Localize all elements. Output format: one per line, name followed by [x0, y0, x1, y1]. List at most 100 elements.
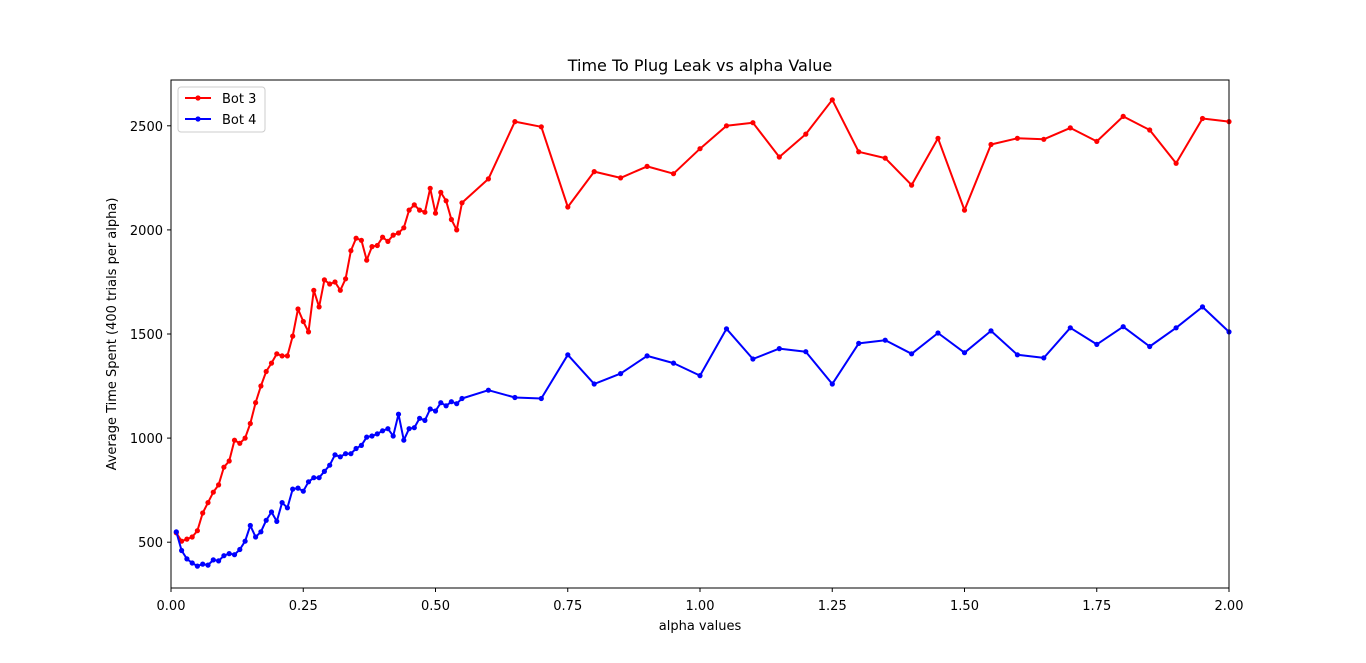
x-tick-label: 2.00: [1215, 599, 1244, 614]
data-point-bot-3: [358, 237, 364, 243]
y-tick-label: 1000: [130, 432, 163, 447]
data-point-bot-4: [263, 517, 269, 523]
data-point-bot-3: [406, 207, 412, 213]
data-point-bot-4: [226, 551, 232, 557]
data-point-bot-3: [258, 383, 264, 389]
data-point-bot-4: [406, 426, 412, 432]
data-point-bot-4: [1173, 325, 1179, 331]
data-point-bot-3: [194, 528, 200, 534]
data-point-bot-3: [242, 435, 248, 441]
data-point-bot-3: [803, 131, 809, 137]
data-point-bot-3: [226, 458, 232, 464]
data-point-bot-4: [512, 394, 518, 401]
data-point-bot-4: [332, 452, 338, 458]
data-point-bot-4: [348, 451, 354, 457]
data-point-bot-4: [565, 352, 571, 358]
data-point-bot-3: [1120, 113, 1126, 119]
data-point-bot-4: [644, 353, 650, 359]
data-point-bot-3: [274, 351, 280, 357]
data-point-bot-4: [411, 425, 417, 431]
legend-marker: [195, 95, 201, 101]
data-point-bot-4: [459, 395, 465, 402]
data-point-bot-4: [427, 406, 433, 412]
data-point-bot-4: [750, 356, 756, 362]
data-point-bot-3: [221, 464, 227, 470]
data-point-bot-4: [184, 556, 190, 562]
data-point-bot-4: [961, 350, 968, 356]
data-point-bot-3: [401, 225, 407, 231]
data-point-bot-4: [258, 529, 264, 535]
data-point-bot-4: [591, 381, 597, 387]
data-point-bot-4: [1067, 325, 1073, 331]
data-point-bot-4: [200, 561, 206, 567]
data-point-bot-3: [750, 120, 756, 126]
data-point-bot-3: [438, 189, 444, 195]
data-point-bot-4: [305, 479, 312, 485]
data-point-bot-4: [1014, 352, 1021, 358]
data-point-bot-3: [205, 500, 211, 506]
data-point-bot-3: [295, 306, 301, 312]
data-point-bot-4: [422, 417, 428, 423]
data-point-bot-3: [829, 97, 835, 103]
data-point-bot-4: [173, 529, 179, 535]
legend-label: Bot 3: [222, 92, 256, 107]
data-point-bot-4: [242, 538, 248, 544]
data-point-bot-4: [1147, 343, 1153, 350]
data-point-bot-4: [247, 522, 253, 529]
data-point-bot-4: [1199, 304, 1206, 310]
data-point-bot-4: [1120, 324, 1126, 330]
data-point-bot-3: [189, 534, 195, 540]
data-point-bot-4: [189, 560, 195, 566]
x-tick-label: 1.50: [950, 599, 979, 614]
data-point-bot-4: [988, 328, 994, 334]
data-point-bot-3: [210, 489, 216, 495]
data-point-bot-3: [909, 182, 915, 188]
data-point-bot-3: [247, 420, 253, 427]
legend-item-bot-3: Bot 3: [185, 92, 256, 107]
data-point-bot-4: [882, 337, 888, 343]
data-point-bot-3: [374, 242, 380, 249]
data-point-bot-3: [644, 163, 650, 169]
y-tick-label: 2000: [130, 224, 163, 239]
series-line-bot-3: [175, 98, 1230, 543]
data-point-bot-4: [438, 400, 444, 406]
data-point-bot-3: [988, 141, 994, 148]
data-point-bot-3: [961, 207, 968, 213]
data-point-bot-3: [327, 281, 333, 287]
data-point-bot-3: [305, 329, 312, 335]
data-point-bot-3: [443, 198, 449, 204]
y-tick-label: 2500: [130, 120, 163, 135]
data-point-bot-4: [374, 431, 380, 437]
x-tick-label: 0.50: [421, 599, 450, 614]
data-point-bot-3: [300, 318, 306, 325]
data-point-bot-4: [401, 437, 407, 443]
data-point-bot-3: [290, 333, 296, 339]
data-point-bot-4: [443, 403, 449, 409]
data-point-bot-3: [353, 235, 359, 241]
data-point-bot-3: [432, 210, 439, 216]
legend-item-bot-4: Bot 4: [185, 113, 256, 128]
data-point-bot-3: [670, 171, 677, 177]
data-point-bot-3: [200, 510, 206, 516]
data-point-bot-4: [485, 387, 491, 393]
x-axis: 0.00 0.25 0.50 0.75 1.00 1.25 1.50 1.75 2.00: [157, 588, 1244, 614]
data-point-bot-4: [380, 428, 386, 434]
data-point-bot-3: [284, 353, 290, 359]
data-point-bot-4: [432, 408, 439, 414]
data-point-bot-3: [1173, 160, 1179, 166]
data-point-bot-3: [343, 276, 349, 282]
data-point-bot-4: [417, 415, 423, 421]
data-point-bot-4: [448, 399, 454, 405]
data-point-bot-3: [216, 482, 222, 488]
data-point-bot-3: [935, 135, 941, 141]
data-point-bot-3: [776, 154, 782, 160]
data-point-bot-3: [697, 146, 703, 152]
data-point-bot-3: [538, 124, 544, 130]
y-tick-label: 1500: [130, 328, 163, 343]
data-point-bot-4: [221, 553, 227, 559]
data-point-bot-4: [538, 395, 544, 402]
data-point-bot-3: [395, 230, 402, 236]
data-point-bot-4: [395, 411, 402, 417]
data-point-bot-3: [422, 209, 428, 215]
